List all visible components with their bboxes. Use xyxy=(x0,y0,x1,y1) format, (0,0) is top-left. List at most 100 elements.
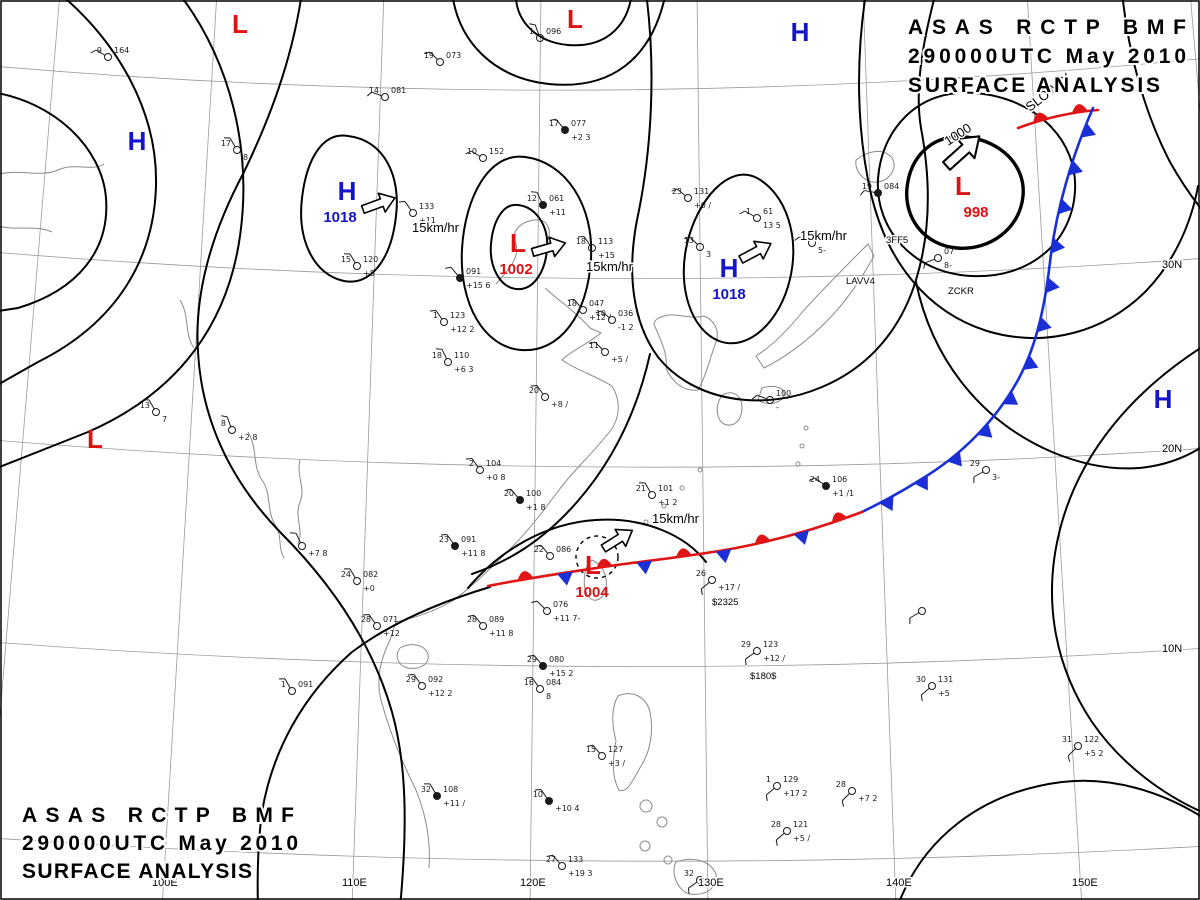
station-extra: +12 2 xyxy=(450,325,475,334)
station-pressure: 123 xyxy=(450,311,465,320)
station-plot: 28 +7 2 xyxy=(836,780,877,807)
station-plot: 23 131 +0 / xyxy=(671,187,711,210)
wind-barb-tick-icon xyxy=(589,341,596,345)
movement-arrow-icon xyxy=(360,192,396,215)
isobar-closed-high-1018-mid xyxy=(682,173,795,345)
meridian-line xyxy=(162,0,217,900)
station-extra: +0 8 xyxy=(486,473,505,482)
station-extra: +12 / xyxy=(763,654,785,663)
station-extra: +2 3 xyxy=(571,133,590,142)
station-pressure: 081 xyxy=(391,86,406,95)
station-extra: +1 2 xyxy=(658,498,677,507)
station-temp: 12 xyxy=(527,194,537,203)
coastline-island xyxy=(639,840,651,852)
station-circle-icon xyxy=(545,797,553,805)
wind-barb-icon xyxy=(148,399,155,410)
station-extra: +15 xyxy=(598,251,615,260)
station-circle-icon xyxy=(373,622,381,630)
warm-front-pip-icon xyxy=(831,512,848,523)
coastline-honshu xyxy=(755,243,875,369)
station-circle-icon xyxy=(381,93,389,101)
station-circle-icon xyxy=(353,577,361,585)
pressure-center-l: L xyxy=(510,228,526,258)
station-extra: +5 / xyxy=(611,355,628,364)
station-pressure: 100 xyxy=(526,489,541,498)
wind-barb-icon xyxy=(909,612,920,619)
station-pressure: 129 xyxy=(783,775,798,784)
wind-barb-tick-icon xyxy=(440,534,448,536)
station-circle-icon xyxy=(848,787,856,795)
station-pressure: 061 xyxy=(549,194,564,203)
station-circle-icon xyxy=(928,682,936,690)
station-extra: +5 / xyxy=(793,834,810,843)
station-temp: 24 xyxy=(810,475,820,484)
isobar-line xyxy=(0,0,158,385)
warm-front-pip-icon xyxy=(517,571,534,581)
station-plot: 18 047 +12 / xyxy=(567,298,611,322)
isobar-998-bold-ring xyxy=(905,135,1025,250)
parallel-line xyxy=(0,58,1200,91)
wind-barb-tick-icon xyxy=(528,654,535,657)
station-extra: 8 xyxy=(546,692,551,701)
station-pressure: 123 xyxy=(763,640,778,649)
pressure-center-l: L xyxy=(585,550,601,580)
station-circle-icon xyxy=(444,358,452,366)
station-pressure: 086 xyxy=(556,545,571,554)
parallel-line xyxy=(0,252,1200,279)
wind-barb-tick-icon xyxy=(407,674,415,676)
isobar-line xyxy=(515,0,632,47)
wind-barb-tick-icon xyxy=(465,150,472,155)
station-extra: 3 xyxy=(706,250,711,259)
isobar-closed-low-1002-outer xyxy=(460,155,593,352)
wind-barb-tick-icon xyxy=(505,488,512,491)
station-plot: 30 131 +5 xyxy=(916,675,953,701)
station-temp: 18 xyxy=(432,351,442,360)
wind-barb-tick-icon xyxy=(445,266,452,269)
station-temp: 20 xyxy=(529,386,539,395)
coastline-island xyxy=(661,503,667,509)
station-pressure: 164 xyxy=(114,46,129,55)
coastline-island xyxy=(799,443,805,449)
wind-barb-icon xyxy=(95,49,106,56)
wind-barb-tick-icon xyxy=(577,236,585,238)
station-temp: 29 xyxy=(406,675,416,684)
station-temp: 13 xyxy=(684,236,694,245)
wind-barb-tick-icon xyxy=(531,600,538,604)
station-circle-icon xyxy=(579,306,587,314)
river-squiggle xyxy=(247,431,285,559)
station-circle-icon xyxy=(982,466,990,474)
cold-front-pip-icon xyxy=(1058,198,1073,215)
station-pressure: 133 xyxy=(568,855,583,864)
station-extra: +11 / xyxy=(443,799,465,808)
station-plot: 18 113 +15 xyxy=(576,236,615,260)
station-extra: +3 / xyxy=(608,759,625,768)
pressure-center-l: L xyxy=(955,171,971,201)
wind-barb-icon xyxy=(745,652,755,660)
wind-barb-tick-icon xyxy=(765,794,768,801)
station-plot: 32 xyxy=(684,869,704,895)
station-circle-icon xyxy=(409,209,417,217)
wind-barb-tick-icon xyxy=(688,887,690,895)
station-pressure: 082 xyxy=(363,570,378,579)
station-circle-icon xyxy=(753,214,761,222)
station-pressure: 133 xyxy=(419,202,434,211)
wind-barb-tick-icon xyxy=(547,854,554,857)
station-extra: +5 xyxy=(938,689,950,698)
isobar-line xyxy=(256,586,491,900)
annotation-label: LAVV4 xyxy=(846,276,875,287)
station-pressure: 036 xyxy=(618,309,633,318)
station-circle-icon xyxy=(418,682,426,690)
isobar-line xyxy=(471,353,651,575)
station-plot: 2 104 +0 8 xyxy=(465,458,505,482)
isobar-line xyxy=(899,779,1200,900)
station-pressure: 122 xyxy=(1084,735,1099,744)
wind-barb-icon xyxy=(700,581,710,590)
station-pressure: 110 xyxy=(454,351,469,360)
annotation-label: 15km/hr xyxy=(586,259,634,274)
station-pressure: 131 xyxy=(694,187,709,196)
wind-barb-icon xyxy=(536,600,545,609)
station-plot: 31 122 +5 2 xyxy=(1062,735,1103,762)
station-extra: +10 4 xyxy=(555,804,580,813)
wind-barb-icon xyxy=(229,137,236,148)
